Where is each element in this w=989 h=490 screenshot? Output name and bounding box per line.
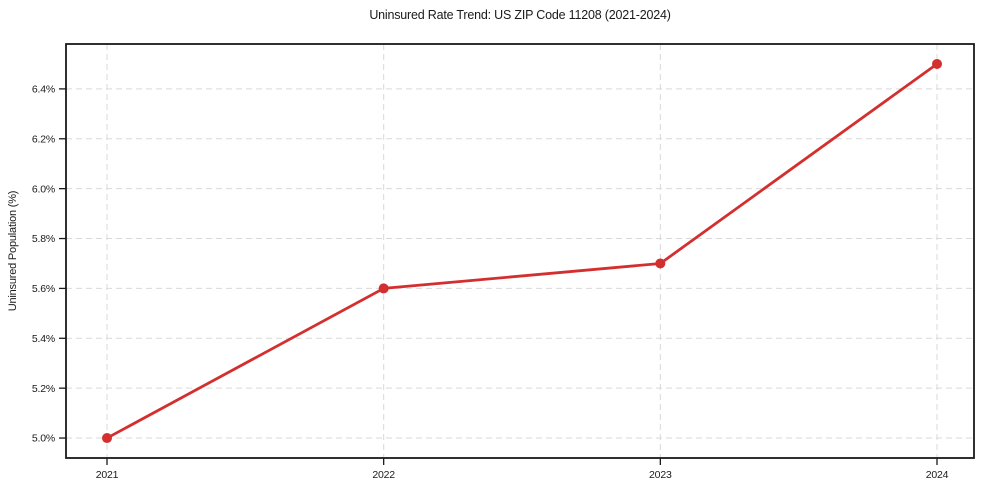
y-tick-label: 5.0% — [32, 433, 55, 445]
y-tick-label: 5.2% — [32, 383, 55, 395]
y-tick-label: 5.8% — [32, 233, 55, 245]
x-tick-label: 2021 — [96, 469, 119, 481]
y-tick-label: 5.4% — [32, 333, 55, 345]
data-point-marker — [655, 258, 666, 269]
y-tick-label: 5.6% — [32, 283, 55, 295]
data-point-marker — [932, 58, 942, 69]
chart-title: Uninsured Rate Trend: US ZIP Code 11208 … — [369, 8, 671, 22]
y-tick-label: 6.4% — [32, 84, 55, 96]
x-tick-label: 2022 — [372, 469, 395, 481]
plot-border — [65, 43, 975, 459]
x-tick-label: 2024 — [926, 469, 949, 481]
y-tick-label: 6.2% — [32, 133, 55, 145]
data-point-marker — [102, 433, 112, 444]
y-tick-label: 6.0% — [32, 183, 55, 195]
data-line — [105, 62, 939, 440]
data-point-marker — [378, 283, 389, 294]
x-tick-label: 2023 — [649, 469, 672, 481]
